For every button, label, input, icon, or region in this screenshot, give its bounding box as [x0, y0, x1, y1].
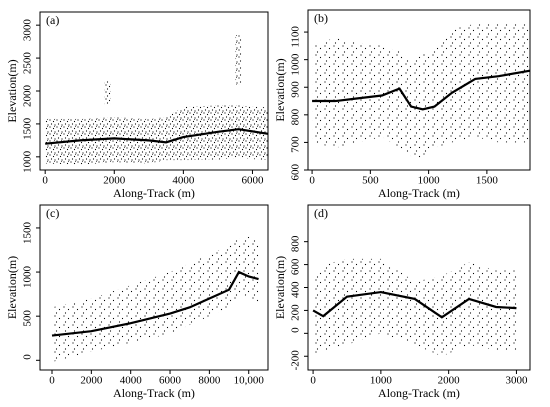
x-tick-label: 1000 — [370, 375, 393, 387]
y-tick-label: 800 — [290, 235, 302, 252]
y-tick-label: 0 — [22, 354, 34, 360]
y-tick-label: 3000 — [22, 19, 34, 41]
y-tick-label: 900 — [290, 81, 302, 98]
x-tick-label: 6000 — [159, 375, 182, 387]
y-tick-label: 1000 — [22, 150, 34, 173]
x-tick-label: 0 — [310, 375, 316, 387]
x-axis-label: Along-Track (m) — [113, 186, 195, 200]
x-tick-label: 0 — [309, 175, 315, 187]
point-cloud — [45, 105, 268, 165]
x-tick-label: 2000 — [438, 375, 461, 387]
x-tick-label: 0 — [42, 175, 48, 187]
y-tick-label: -200 — [290, 350, 302, 371]
x-tick-label: 4000 — [172, 175, 195, 187]
x-axis-label: Along-Track (m) — [378, 186, 460, 200]
panel-label: (c) — [46, 206, 59, 220]
point-cloud — [312, 23, 530, 159]
surface-line — [312, 69, 531, 111]
y-axis-label: Elevation(m) — [273, 256, 287, 319]
x-tick-label: 0 — [49, 375, 55, 387]
y-axis-label: Elevation(m) — [5, 59, 19, 122]
x-tick-label: 500 — [362, 175, 379, 187]
surface-line — [312, 290, 517, 319]
surface-line — [45, 128, 269, 145]
y-tick-label: 600 — [290, 164, 302, 181]
panel-label: (a) — [46, 13, 59, 27]
point-cluster — [235, 35, 242, 85]
x-tick-label: 2000 — [103, 175, 126, 187]
point-cloud — [52, 236, 259, 363]
y-tick-label: 2500 — [22, 52, 34, 74]
x-axis-label: Along-Track (m) — [113, 386, 195, 400]
x-tick-label: 6000 — [241, 175, 264, 187]
plot-frame — [39, 204, 269, 371]
x-tick-label: 10,000 — [234, 375, 265, 387]
point-cloud — [313, 258, 517, 357]
point-cluster — [104, 81, 111, 105]
y-tick-label: 800 — [290, 108, 302, 125]
y-tick-label: 200 — [290, 304, 302, 321]
y-tick-label: 1500 — [22, 117, 34, 139]
y-axis-label: Elevation(m) — [5, 256, 19, 319]
x-tick-label: 2000 — [80, 375, 103, 387]
x-axis-label: Along-Track (m) — [378, 386, 460, 400]
y-tick-label: 0 — [290, 327, 302, 333]
y-tick-label: 600 — [290, 258, 302, 275]
x-tick-label: 3000 — [505, 375, 528, 387]
y-tick-label: 1000 — [290, 53, 302, 76]
panel-label: (b) — [314, 11, 328, 25]
x-tick-label: 8000 — [198, 375, 221, 387]
y-axis-label: Elevation(m) — [273, 58, 287, 121]
y-tick-label: 2000 — [22, 85, 34, 108]
panel-label: (d) — [314, 206, 328, 220]
y-tick-label: 500 — [22, 310, 34, 327]
y-tick-label: 1000 — [22, 266, 34, 289]
y-tick-label: 1100 — [290, 26, 302, 48]
y-tick-label: 1500 — [22, 221, 34, 244]
plot-frame — [307, 9, 531, 171]
x-tick-label: 1500 — [476, 175, 499, 187]
surface-line — [51, 270, 259, 337]
x-tick-label: 1000 — [418, 175, 441, 187]
x-tick-label: 4000 — [120, 375, 143, 387]
y-tick-label: 700 — [290, 136, 302, 153]
y-tick-label: 400 — [290, 281, 302, 298]
